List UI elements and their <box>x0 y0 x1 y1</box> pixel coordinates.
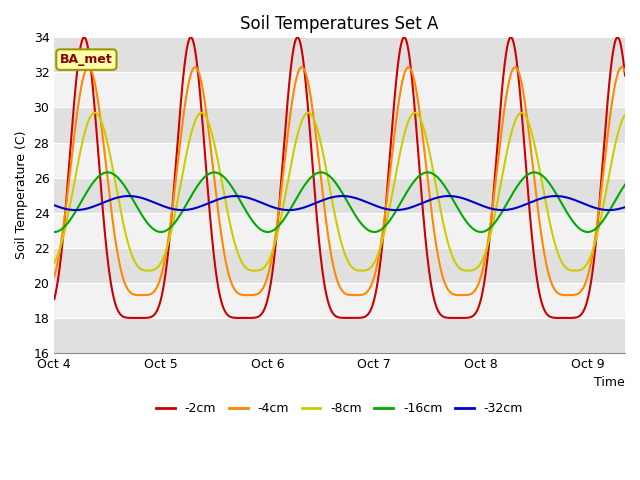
-4cm <box>611 86 618 92</box>
-16cm <box>294 193 301 199</box>
-8cm <box>294 130 302 135</box>
-16cm <box>424 169 431 175</box>
-16cm <box>116 176 124 182</box>
-8cm <box>150 267 157 273</box>
-32cm <box>232 193 239 199</box>
-8cm <box>549 232 557 238</box>
-2cm <box>621 72 629 78</box>
-8cm <box>269 246 277 252</box>
-16cm <box>51 229 58 235</box>
-2cm <box>294 35 302 41</box>
Y-axis label: Soil Temperature (C): Soil Temperature (C) <box>15 131 28 259</box>
Line: -16cm: -16cm <box>54 172 625 232</box>
-4cm <box>564 292 572 298</box>
-4cm <box>116 260 124 266</box>
-2cm <box>51 296 58 302</box>
-32cm <box>605 207 613 213</box>
-16cm <box>548 185 556 191</box>
-32cm <box>51 203 58 208</box>
-8cm <box>51 260 58 265</box>
Bar <box>54 143 625 178</box>
-16cm <box>610 200 618 206</box>
Title: Soil Temperatures Set A: Soil Temperatures Set A <box>241 15 439 33</box>
-4cm <box>149 289 157 295</box>
-32cm <box>116 194 124 200</box>
Bar <box>54 283 625 318</box>
Line: -8cm: -8cm <box>54 113 625 271</box>
-16cm <box>149 226 157 232</box>
-32cm <box>548 193 556 199</box>
-8cm <box>465 268 472 274</box>
-2cm <box>611 43 618 48</box>
-2cm <box>116 311 124 316</box>
-4cm <box>548 283 556 288</box>
-16cm <box>269 228 277 233</box>
Line: -4cm: -4cm <box>54 67 625 295</box>
Legend: -2cm, -4cm, -8cm, -16cm, -32cm: -2cm, -4cm, -8cm, -16cm, -32cm <box>151 397 528 420</box>
-8cm <box>611 146 618 152</box>
-16cm <box>621 182 629 188</box>
-2cm <box>269 261 277 266</box>
-2cm <box>549 315 557 321</box>
-2cm <box>150 312 157 318</box>
-4cm <box>269 247 277 252</box>
-4cm <box>294 70 302 75</box>
-4cm <box>191 64 199 70</box>
-2cm <box>134 315 141 321</box>
Line: -2cm: -2cm <box>54 37 625 318</box>
-8cm <box>116 202 124 208</box>
-2cm <box>81 35 88 40</box>
Bar <box>54 72 625 108</box>
Bar <box>54 213 625 248</box>
-8cm <box>621 112 629 118</box>
X-axis label: Time: Time <box>595 376 625 389</box>
-32cm <box>269 204 277 210</box>
-32cm <box>149 199 157 205</box>
-4cm <box>51 274 58 279</box>
-32cm <box>621 204 629 210</box>
-4cm <box>621 68 629 74</box>
-32cm <box>611 207 618 213</box>
-32cm <box>294 206 302 212</box>
-8cm <box>91 110 99 116</box>
Text: BA_met: BA_met <box>60 53 113 66</box>
Line: -32cm: -32cm <box>54 196 625 210</box>
